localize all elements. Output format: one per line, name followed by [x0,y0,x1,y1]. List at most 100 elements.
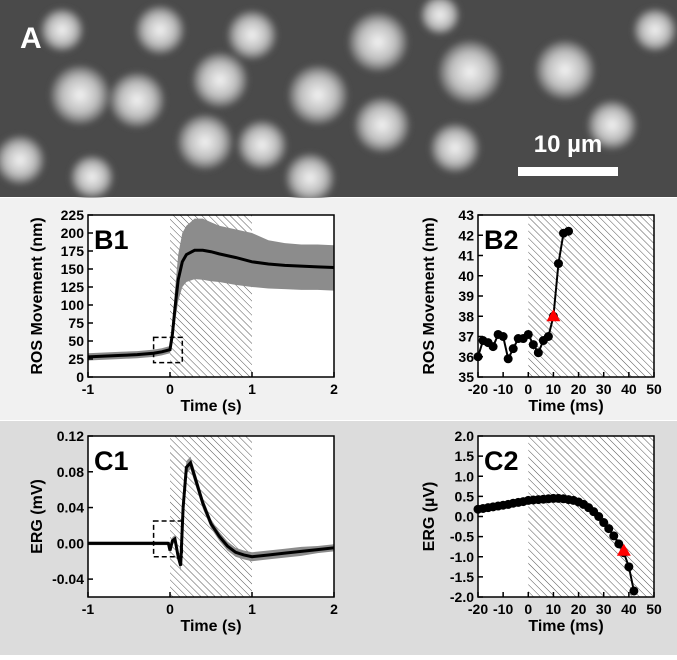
onset-marker [546,309,561,322]
x-tick-label: -1 [82,601,95,617]
y-tick-label: 225 [61,207,85,223]
y-tick-label: 0.12 [57,428,84,444]
data-point [488,342,498,352]
y-axis-label: ROS Movement (nm) [421,217,438,374]
panel-label: B2 [484,225,519,255]
panel-label: B1 [94,225,129,255]
data-point [503,354,513,364]
zoom-box [152,336,184,364]
y-tick-label: 38 [458,308,474,324]
data-point [543,332,553,341]
x-tick-label: 0 [524,601,532,617]
x-tick-label: -20 [468,601,488,617]
x-tick-label: -10 [493,381,513,397]
x-tick-label: 2 [330,601,338,617]
y-tick-label: 125 [61,279,85,295]
x-tick-label: 0 [524,381,532,397]
x-tick-label: 1 [248,381,256,397]
onset-marker [616,543,631,556]
x-tick-label: 50 [646,381,662,397]
stimulus-hatch [528,436,654,597]
data-point [614,539,624,549]
data-point [624,562,634,572]
y-tick-label: -0.04 [52,571,84,587]
y-tick-label: 0.00 [57,535,84,551]
y-tick-label: 50 [68,333,84,349]
panel-label: A [20,22,42,55]
x-axis-label: Time (ms) [528,618,603,635]
x-tick-label: 40 [621,381,637,397]
x-tick-label: 30 [596,381,612,397]
x-tick-label: 40 [621,601,637,617]
x-tick-label: 50 [646,601,662,617]
x-tick-label: 0 [166,601,174,617]
y-tick-label: 37 [458,329,474,345]
sd-band [88,218,334,361]
data-point [508,344,518,354]
data-point [553,259,563,269]
x-tick-label: -10 [493,601,513,617]
y-tick-label: 0.0 [455,509,475,525]
data-line [87,248,335,359]
y-tick-label: 40 [458,268,474,284]
data-point [594,512,604,521]
data-line [88,459,335,567]
y-tick-label: 43 [458,207,474,223]
y-axis-label: ROS Movement (nm) [29,217,46,374]
y-tick-label: 0.08 [57,464,84,480]
data-point [564,226,574,236]
data-point [498,332,508,341]
y-tick-label: 2.0 [455,428,475,444]
data-point [533,348,543,358]
x-tick-label: 1 [248,601,256,617]
y-tick-label: 75 [68,315,84,331]
y-tick-label: -1.0 [450,549,474,565]
axes-frame [87,214,335,378]
x-tick-label: -20 [468,381,488,397]
cells [0,0,677,203]
y-tick-label: 36 [458,349,474,365]
x-tick-label: 30 [596,601,612,617]
y-tick-label: 0.5 [455,488,475,504]
x-axis-label: Time (s) [180,618,241,635]
y-tick-label: -2.0 [450,589,474,605]
y-tick-label: 175 [61,243,85,259]
stimulus-hatch [528,215,654,377]
x-tick-label: 0 [166,381,174,397]
y-tick-label: 200 [61,225,85,241]
y-tick-label: -1.5 [450,569,474,585]
panel-label: C2 [484,446,519,476]
x-tick-label: 20 [571,381,587,397]
data-point [528,340,538,350]
y-tick-label: 1.0 [455,468,475,484]
y-tick-label: 25 [68,351,84,367]
x-tick-label: 10 [546,601,562,617]
y-tick-label: 41 [458,248,474,264]
y-tick-label: 1.5 [455,448,475,464]
y-tick-label: 0.04 [57,500,84,516]
x-axis-label: Time (ms) [528,398,603,415]
data-point [599,518,609,528]
data-point [629,586,639,596]
y-tick-label: -0.5 [450,529,474,545]
panel-label: C1 [94,446,129,476]
x-tick-label: 10 [546,381,562,397]
x-tick-label: -1 [82,381,95,397]
axes-frame [87,435,335,598]
y-tick-label: 42 [458,227,474,243]
data-point [523,329,533,339]
y-tick-label: 0 [76,369,84,385]
scale-bar [518,167,618,176]
y-axis-label: ERG (µV) [421,482,438,552]
y-tick-label: 35 [458,369,474,385]
y-tick-label: 100 [61,297,85,313]
x-tick-label: 2 [330,381,338,397]
x-axis-label: Time (s) [180,398,241,415]
y-tick-label: 39 [458,288,474,304]
x-tick-label: 20 [571,601,587,617]
data-point [604,524,614,534]
y-tick-label: 150 [61,261,85,277]
data-point [609,531,619,541]
